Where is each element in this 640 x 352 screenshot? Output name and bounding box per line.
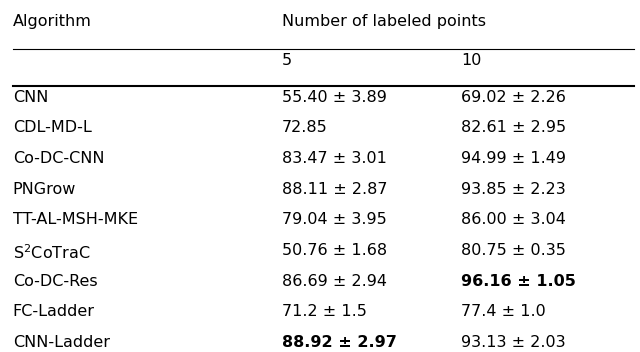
Text: Co-DC-CNN: Co-DC-CNN <box>13 151 104 166</box>
Text: FC-Ladder: FC-Ladder <box>13 304 95 319</box>
Text: PNGrow: PNGrow <box>13 182 76 197</box>
Text: 82.61 ± 2.95: 82.61 ± 2.95 <box>461 120 566 136</box>
Text: 86.00 ± 3.04: 86.00 ± 3.04 <box>461 212 566 227</box>
Text: 83.47 ± 3.01: 83.47 ± 3.01 <box>282 151 387 166</box>
Text: TT-AL-MSH-MKE: TT-AL-MSH-MKE <box>13 212 138 227</box>
Text: 79.04 ± 3.95: 79.04 ± 3.95 <box>282 212 387 227</box>
Text: 69.02 ± 2.26: 69.02 ± 2.26 <box>461 90 566 105</box>
Text: 93.85 ± 2.23: 93.85 ± 2.23 <box>461 182 566 197</box>
Text: CNN: CNN <box>13 90 48 105</box>
Text: 88.92 ± 2.97: 88.92 ± 2.97 <box>282 335 396 350</box>
Text: 96.16 ± 1.05: 96.16 ± 1.05 <box>461 274 575 289</box>
Text: CNN-Ladder: CNN-Ladder <box>13 335 110 350</box>
Text: 10: 10 <box>461 53 481 68</box>
Text: 5: 5 <box>282 53 292 68</box>
Text: 88.11 ± 2.87: 88.11 ± 2.87 <box>282 182 387 197</box>
Text: 50.76 ± 1.68: 50.76 ± 1.68 <box>282 243 387 258</box>
Text: 86.69 ± 2.94: 86.69 ± 2.94 <box>282 274 387 289</box>
Text: 80.75 ± 0.35: 80.75 ± 0.35 <box>461 243 566 258</box>
Text: CDL-MD-L: CDL-MD-L <box>13 120 92 136</box>
Text: Number of labeled points: Number of labeled points <box>282 14 486 29</box>
Text: 77.4 ± 1.0: 77.4 ± 1.0 <box>461 304 545 319</box>
Text: S$^2$CoTraC: S$^2$CoTraC <box>13 243 90 262</box>
Text: 72.85: 72.85 <box>282 120 327 136</box>
Text: 94.99 ± 1.49: 94.99 ± 1.49 <box>461 151 566 166</box>
Text: 93.13 ± 2.03: 93.13 ± 2.03 <box>461 335 565 350</box>
Text: Algorithm: Algorithm <box>13 14 92 29</box>
Text: Co-DC-Res: Co-DC-Res <box>13 274 97 289</box>
Text: 55.40 ± 3.89: 55.40 ± 3.89 <box>282 90 387 105</box>
Text: 71.2 ± 1.5: 71.2 ± 1.5 <box>282 304 367 319</box>
